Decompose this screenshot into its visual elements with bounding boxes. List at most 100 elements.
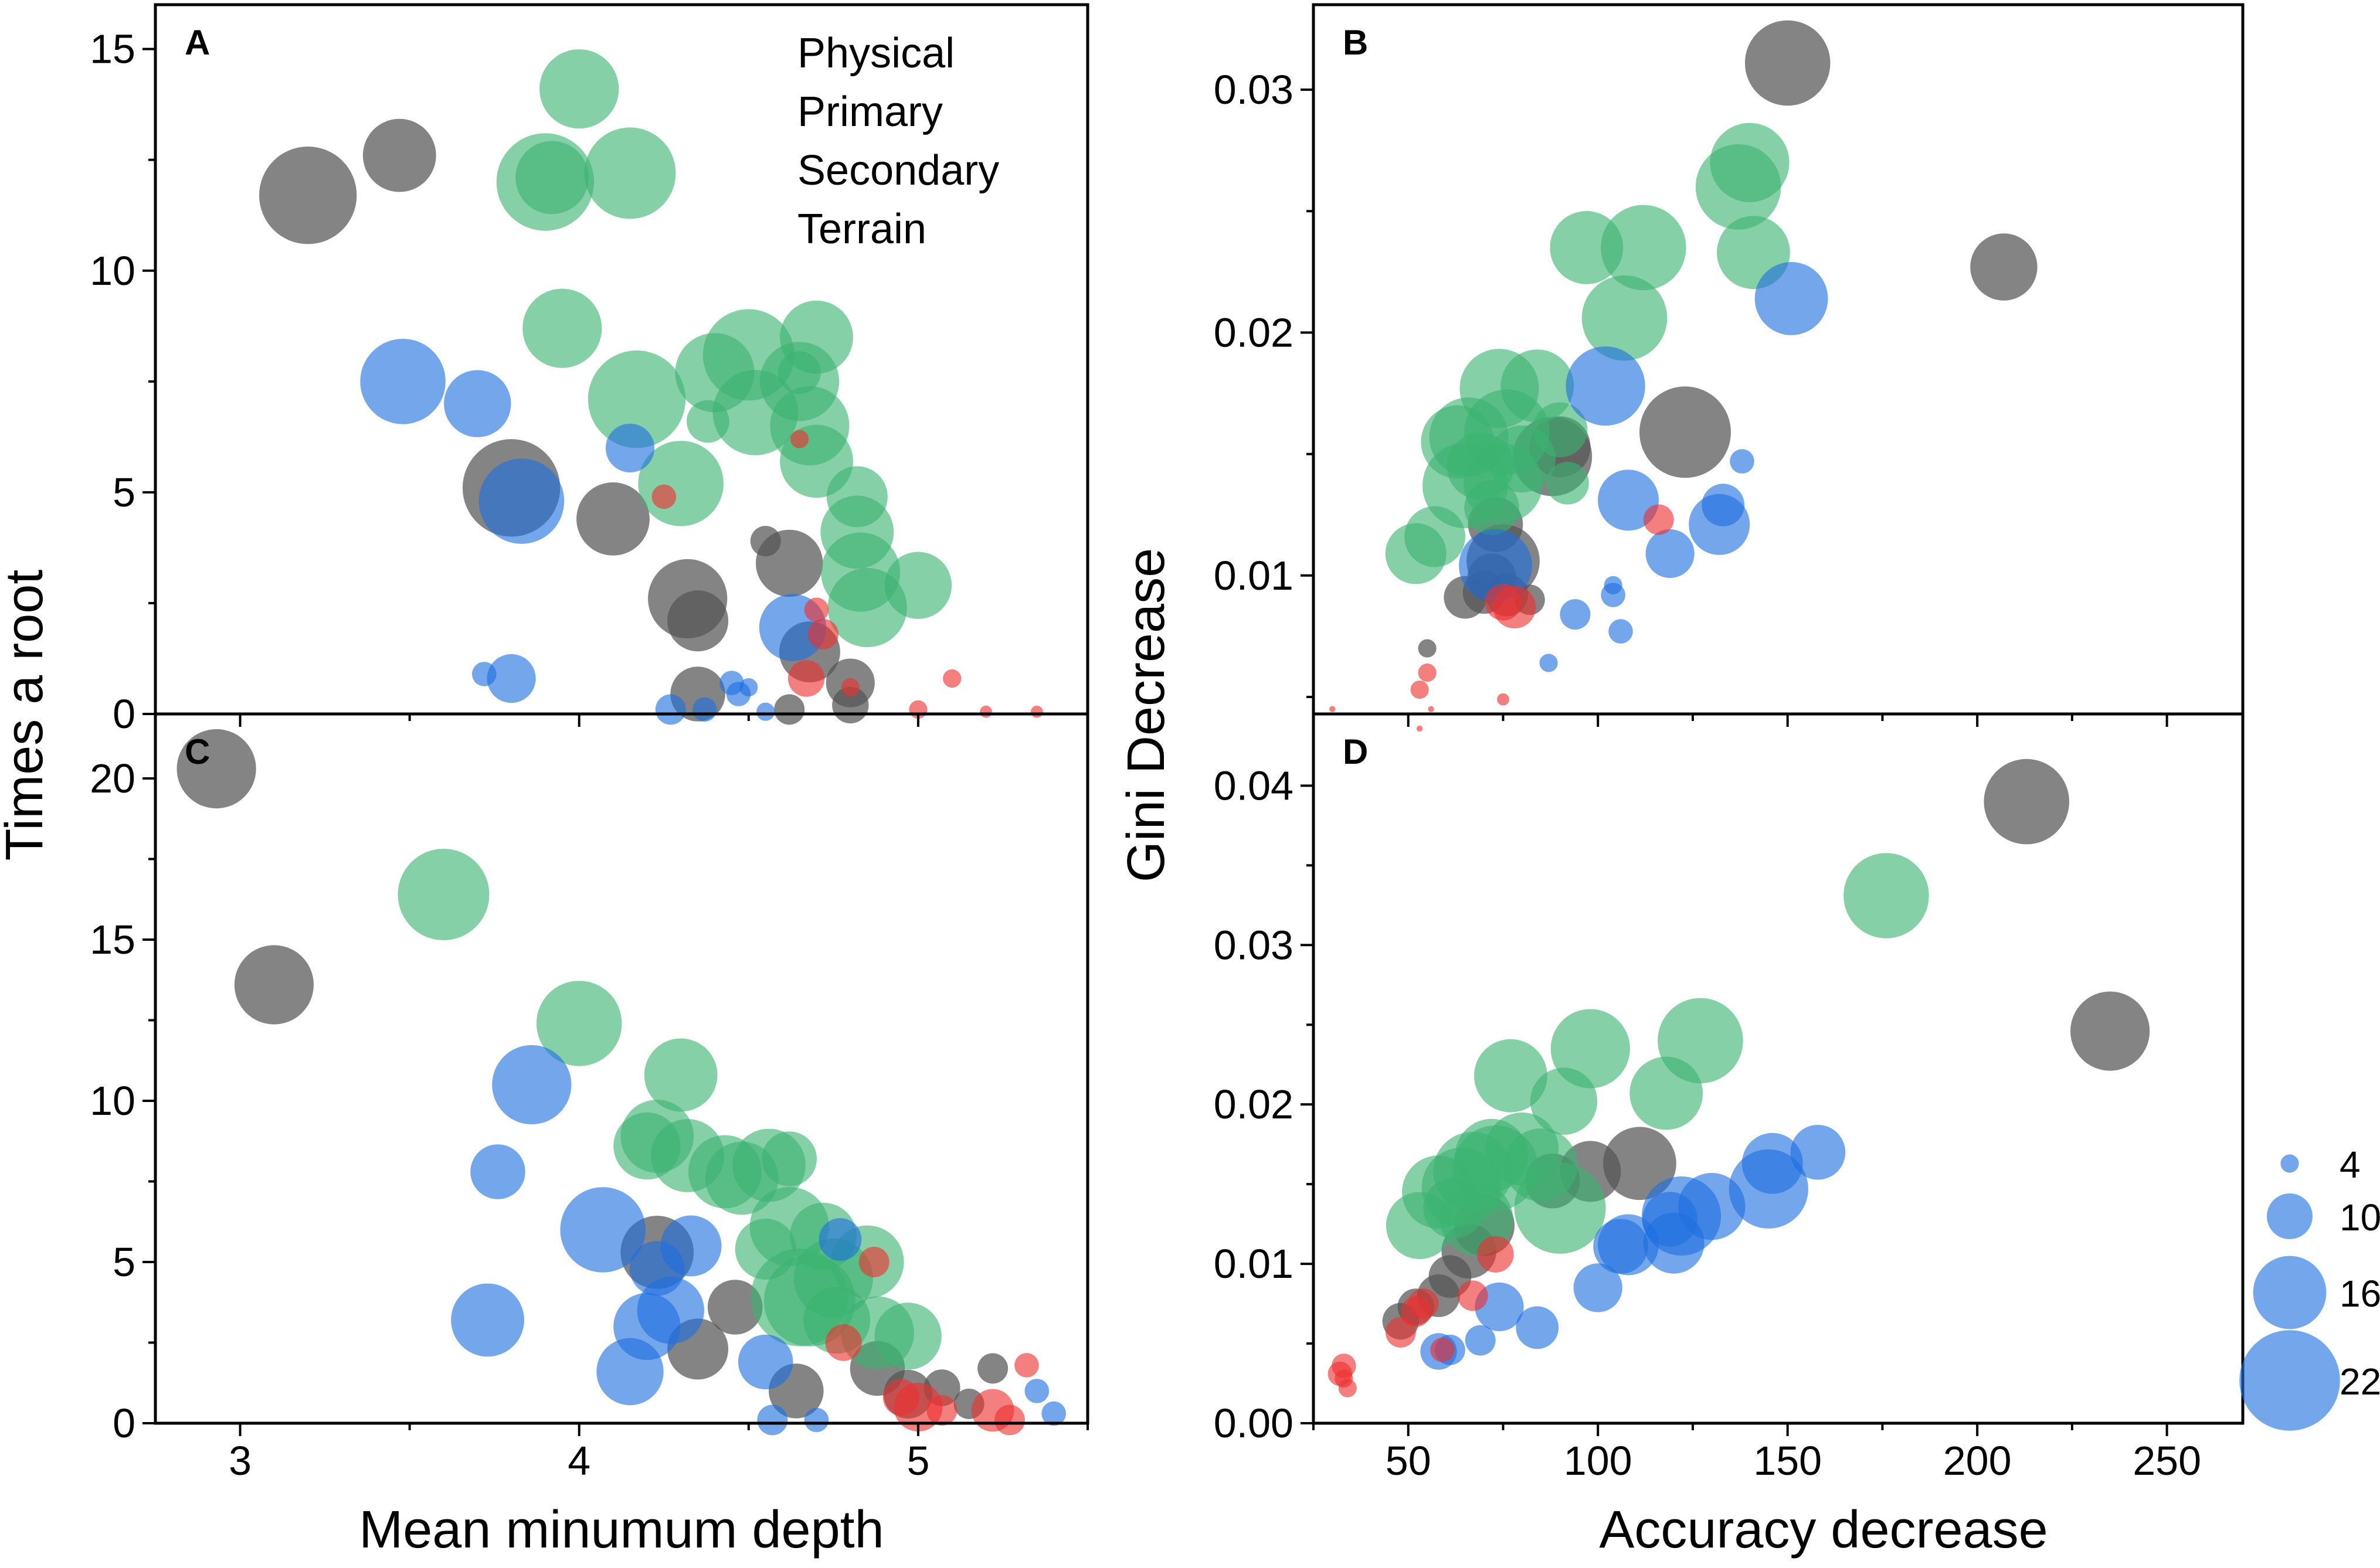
point-c-secondary-32 — [470, 1144, 525, 1199]
point-a-terrain-56 — [1030, 705, 1043, 718]
y-tick-label-a-2: 10 — [90, 248, 135, 294]
y-tick-label-a-0: 0 — [113, 691, 135, 737]
point-d-primary-14 — [1474, 1039, 1547, 1113]
legend-secondary: Secondary — [797, 147, 999, 194]
y-tick-label-c-0: 0 — [113, 1400, 135, 1446]
point-d-terrain-44 — [1457, 1280, 1488, 1311]
point-d-primary-15 — [1530, 1067, 1598, 1135]
point-d-primary-11 — [1843, 853, 1929, 938]
y-tick-label-c-3: 15 — [90, 917, 135, 962]
y-tick-label-b-2: 0.03 — [1214, 67, 1293, 113]
size-legend-marker-10 — [2267, 1193, 2313, 1239]
point-d-physical-1 — [2070, 991, 2150, 1071]
y-tick-label-b-0: 0.01 — [1214, 553, 1293, 598]
group-legend: Physical Primary Secondary Terrain — [797, 30, 999, 253]
y-tick-label-c-2: 10 — [90, 1078, 135, 1124]
legend-physical: Physical — [797, 30, 955, 77]
left-y-axis-title: Times a root — [0, 570, 54, 861]
point-a-physical-1 — [362, 118, 436, 192]
point-c-primary-13 — [644, 1038, 718, 1112]
y-tick-label-d-0: 0.00 — [1214, 1400, 1293, 1446]
point-c-secondary-44 — [757, 1404, 788, 1436]
point-c-physical-0 — [176, 729, 256, 809]
panel-b: 0.01 0.02 0.03 B — [1214, 3, 2245, 732]
point-a-physical-0 — [259, 147, 357, 244]
x-tick-label-d-0: 50 — [1386, 1438, 1431, 1484]
y-tick-label-a-1: 5 — [113, 470, 135, 515]
point-c-secondary-39 — [451, 1283, 524, 1357]
point-c-terrain-53 — [994, 1404, 1025, 1436]
point-a-physical-3 — [576, 482, 650, 556]
point-a-terrain-51 — [787, 660, 825, 697]
point-b-physical-2 — [1639, 386, 1731, 478]
point-b-secondary-39 — [1645, 529, 1695, 579]
size-legend-marker-4 — [2280, 1154, 2299, 1173]
left-x-axis-title: Mean minumum depth — [359, 1501, 884, 1559]
point-b-primary-29 — [1546, 461, 1589, 505]
panel-letter-b: B — [1343, 23, 1368, 62]
plot-frame-d — [1312, 712, 2245, 1425]
y-tick-label-d-1: 0.01 — [1214, 1241, 1293, 1287]
point-a-physical-7 — [756, 529, 823, 597]
size-legend-label-10: 10 — [2340, 1196, 2380, 1239]
point-b-terrain-52 — [1428, 706, 1434, 712]
point-a-primary-32 — [884, 552, 952, 619]
x-tick-label-d-2: 150 — [1753, 1438, 1822, 1484]
point-b-secondary-38 — [1702, 484, 1745, 526]
panel-letter-d: D — [1343, 732, 1368, 771]
point-d-terrain-48 — [1430, 1338, 1455, 1362]
point-a-primary-13 — [539, 49, 619, 129]
point-a-secondary-36 — [478, 458, 565, 544]
point-c-secondary-45 — [804, 1407, 829, 1433]
y-tick-label-c-4: 20 — [90, 756, 135, 801]
point-d-secondary-28 — [1790, 1125, 1846, 1180]
point-b-terrain-48 — [1643, 504, 1674, 535]
point-d-primary-27 — [1423, 1177, 1485, 1239]
point-b-primary-31 — [1385, 523, 1447, 584]
x-tick-label-c-2: 5 — [906, 1438, 929, 1484]
point-d-secondary-36 — [1593, 1219, 1648, 1274]
x-tick-label-d-3: 200 — [1943, 1438, 2012, 1484]
panel-a: 0 5 10 15 A — [90, 3, 1089, 737]
point-b-primary-16 — [1550, 211, 1624, 284]
right-y-axis-title: Gini Decrease — [1117, 548, 1176, 882]
point-d-terrain-52 — [1338, 1379, 1357, 1397]
point-b-physical-1 — [1970, 233, 2038, 301]
panel-letter-a: A — [185, 23, 210, 62]
point-d-secondary-37 — [1573, 1263, 1622, 1312]
point-b-secondary-45 — [1539, 654, 1558, 672]
point-c-secondary-40 — [738, 1334, 793, 1390]
point-b-secondary-35 — [1459, 529, 1532, 603]
point-c-terrain-47 — [825, 1324, 862, 1361]
point-a-secondary-35 — [444, 370, 511, 437]
point-a-secondary-45 — [692, 697, 717, 722]
x-tick-label-d-1: 100 — [1564, 1438, 1632, 1484]
point-d-secondary-39 — [1516, 1306, 1559, 1349]
y-tick-label-c-1: 5 — [113, 1239, 135, 1285]
point-c-primary-11 — [398, 849, 490, 940]
point-a-primary-18 — [588, 350, 686, 448]
size-legend-label-16: 16 — [2340, 1273, 2380, 1315]
point-a-secondary-46 — [756, 702, 775, 721]
point-a-secondary-40 — [487, 654, 536, 703]
size-legend: 4 10 16 22 — [2239, 1144, 2380, 1431]
y-tick-label-b-1: 0.02 — [1214, 309, 1293, 355]
x-tick-label-c-0: 3 — [229, 1438, 252, 1484]
point-a-terrain-52 — [841, 678, 860, 697]
point-b-physical-12 — [1418, 639, 1437, 658]
point-b-primary-18 — [1581, 275, 1668, 361]
point-b-physical-0 — [1744, 20, 1831, 106]
point-a-secondary-41 — [655, 694, 686, 725]
point-a-physical-5 — [667, 590, 729, 652]
panel-c: 0 5 10 15 20 3 4 5 C — [90, 712, 1089, 1484]
y-tick-label-a-3: 15 — [90, 26, 135, 72]
x-tick-label-d-4: 250 — [2133, 1438, 2201, 1484]
point-a-terrain-50 — [808, 618, 838, 649]
point-c-physical-10 — [977, 1353, 1009, 1384]
point-d-primary-16 — [1629, 1056, 1703, 1130]
point-a-primary-27 — [687, 400, 729, 443]
point-c-secondary-38 — [596, 1338, 664, 1406]
point-b-secondary-43 — [1604, 576, 1622, 595]
point-d-physical-0 — [1984, 759, 2069, 845]
point-b-secondary-33 — [1754, 262, 1828, 335]
